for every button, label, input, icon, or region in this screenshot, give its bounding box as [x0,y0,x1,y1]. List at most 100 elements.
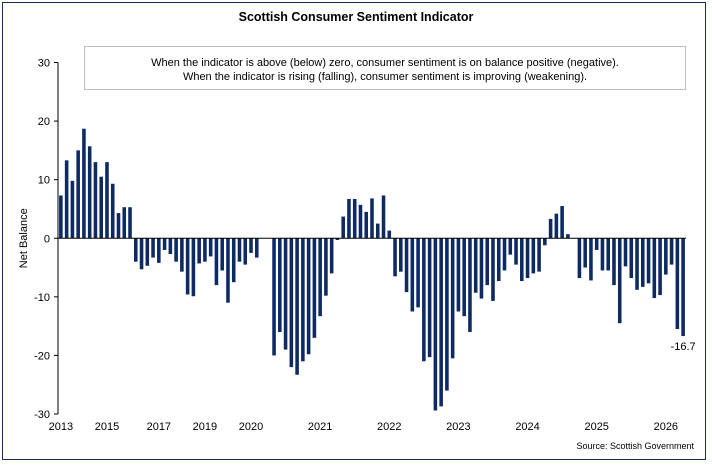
bar [433,238,438,411]
x-tick-label: 2023 [446,421,470,433]
x-tick-label: 2026 [654,421,678,433]
bar [635,238,639,290]
bar [157,238,161,263]
bar [427,238,432,358]
bar [393,238,397,277]
x-tick-label: 2019 [193,421,217,433]
bar [226,238,230,303]
bar [93,162,98,239]
bar [185,238,190,295]
bar [525,238,530,279]
bar [646,238,651,284]
bar [514,238,518,265]
bar [641,238,645,287]
bar [462,238,466,317]
bar [658,238,662,296]
bar [681,238,685,337]
y-tick-label: 20 [38,116,50,128]
bar [347,199,351,239]
bar [612,238,616,286]
bar [491,238,495,301]
bar [59,195,63,239]
bar [577,238,582,279]
bar [180,238,184,272]
x-tick-label: 2020 [239,421,263,433]
bar [237,238,242,262]
bar [502,238,507,271]
x-tick-label: 2022 [377,421,401,433]
bar [82,128,86,239]
bar [249,238,253,253]
bar [312,238,317,338]
bar [375,223,380,239]
bar [318,238,322,317]
bar [387,230,392,239]
bar [278,238,282,332]
bar [324,238,328,296]
bar [70,180,75,239]
bar [243,238,248,265]
bar [295,238,299,375]
bar [652,238,657,298]
bar [623,238,628,267]
bar [456,238,461,312]
y-tick-label: 0 [44,233,50,245]
bar [537,238,541,272]
bar [116,213,121,239]
bar [531,238,536,274]
chart-title: Scottish Consumer Sentiment Indicator [238,10,474,24]
chart-source: Source: Scottish Government [576,441,694,451]
bar [479,238,484,299]
bar [352,199,357,239]
bar [197,238,201,264]
bar [554,213,559,239]
bar [272,238,276,356]
bar [606,238,610,271]
bar [358,204,363,239]
bar [422,238,426,362]
bar [566,234,570,239]
bar [496,238,501,282]
bar [473,238,478,293]
x-tick-label: 2013 [49,421,73,433]
bar [381,195,386,239]
chart-note-box: When the indicator is above (below) zero… [84,46,686,90]
x-tick-label: 2024 [515,421,539,433]
bar [128,207,132,239]
bar [306,238,311,355]
bar [410,238,415,312]
x-tick-label: 2015 [95,421,119,433]
bar [174,238,178,262]
bar [283,238,288,350]
bar [191,238,196,297]
bar [617,238,622,324]
bar [508,238,513,255]
bar [543,238,547,246]
bar [105,162,109,239]
bar [99,176,103,239]
bar [664,238,668,275]
bar [669,238,674,265]
y-tick-label: -30 [34,409,50,421]
y-tick-label: -10 [34,292,50,304]
bar [520,238,524,282]
bar [329,238,334,274]
bar [675,238,680,330]
bar [629,238,634,279]
bar [145,238,150,266]
bar [589,238,593,281]
bar [289,238,294,368]
bar [416,238,420,308]
bar [231,238,236,283]
x-tick-label: 2025 [584,421,608,433]
bar [203,238,207,262]
bar [439,238,443,407]
bar [168,238,173,255]
bar [548,218,553,239]
bar [220,238,224,271]
bar [583,238,587,268]
bar [600,238,605,271]
x-tick-label: 2021 [308,421,332,433]
bar [208,238,213,257]
bar [445,238,449,391]
